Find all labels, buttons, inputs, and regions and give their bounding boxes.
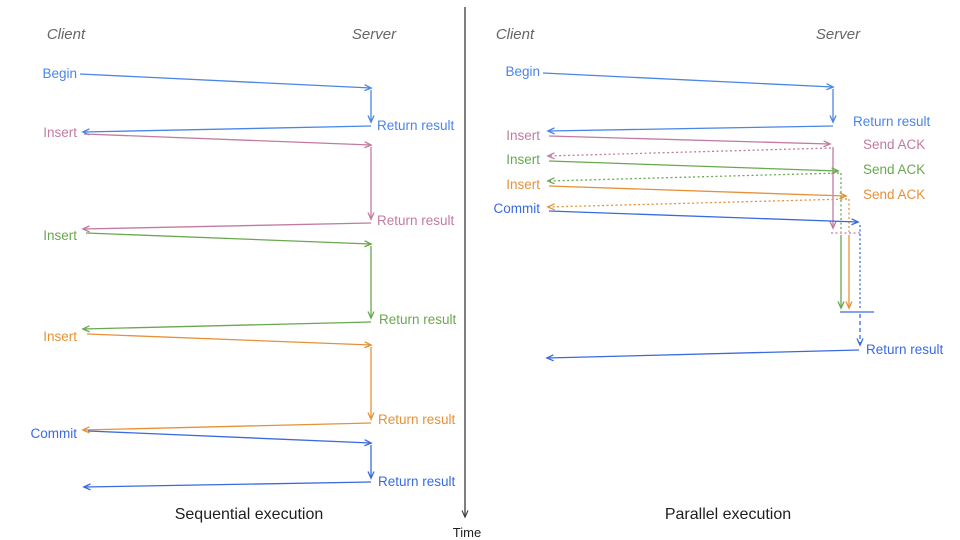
par-begin-return-label: Return result xyxy=(853,114,931,129)
seq-insert2-label: Insert xyxy=(43,228,77,243)
seq-insert2-return-label: Return result xyxy=(379,312,457,327)
seq-commit-request-arrow xyxy=(87,430,371,443)
par-insert1-label: Insert xyxy=(506,128,540,143)
par-begin-request-arrow xyxy=(542,72,833,87)
par-client-header: Client xyxy=(496,26,535,43)
sequential-title: Sequential execution xyxy=(175,506,324,523)
par-insert2-ack-label: Send ACK xyxy=(863,162,925,177)
seq-insert1-response-arrow xyxy=(83,222,372,229)
seq-insert3-label: Insert xyxy=(43,329,77,344)
seq-insert3-return-label: Return result xyxy=(378,412,456,427)
par-insert3-label: Insert xyxy=(506,177,540,192)
seq-insert1-request-arrow xyxy=(83,133,371,145)
seq-begin-return-label: Return result xyxy=(377,118,455,133)
par-insert3-request-arrow xyxy=(548,185,846,196)
par-insert2-ack-arrow xyxy=(548,172,840,181)
seq-insert3-request-arrow xyxy=(86,333,371,345)
par-insert1-request-arrow xyxy=(548,135,830,144)
seq-commit-return-label: Return result xyxy=(378,474,456,489)
par-begin-response-arrow xyxy=(548,125,834,131)
par-commit-return-label: Return result xyxy=(866,342,944,357)
par-insert2-label: Insert xyxy=(506,152,540,167)
seq-insert1-label: Insert xyxy=(43,125,77,140)
parallel-title: Parallel execution xyxy=(665,506,791,523)
par-commit-label: Commit xyxy=(494,201,541,216)
seq-begin-response-arrow xyxy=(83,125,372,132)
par-commit-request-arrow xyxy=(548,210,858,222)
par-insert1-ack-arrow xyxy=(548,147,832,156)
par-insert3-ack-arrow xyxy=(548,198,848,207)
seq-server-header: Server xyxy=(352,26,397,43)
time-axis-label: Time xyxy=(453,525,481,540)
seq-begin-label: Begin xyxy=(42,66,77,81)
par-server-header: Server xyxy=(816,26,861,43)
par-insert1-ack-label: Send ACK xyxy=(863,137,925,152)
par-insert2-request-arrow xyxy=(548,160,838,171)
seq-commit-response-arrow xyxy=(84,481,372,487)
par-begin-label: Begin xyxy=(505,64,540,79)
seq-insert2-response-arrow xyxy=(83,321,372,329)
seq-insert2-request-arrow xyxy=(85,232,371,244)
seq-commit-label: Commit xyxy=(31,426,78,441)
seq-begin-request-arrow xyxy=(79,73,371,88)
seq-insert1-return-label: Return result xyxy=(377,213,455,228)
par-insert3-ack-label: Send ACK xyxy=(863,187,925,202)
seq-insert3-response-arrow xyxy=(83,422,372,430)
seq-client-header: Client xyxy=(47,26,86,43)
par-commit-response-arrow xyxy=(547,349,860,358)
